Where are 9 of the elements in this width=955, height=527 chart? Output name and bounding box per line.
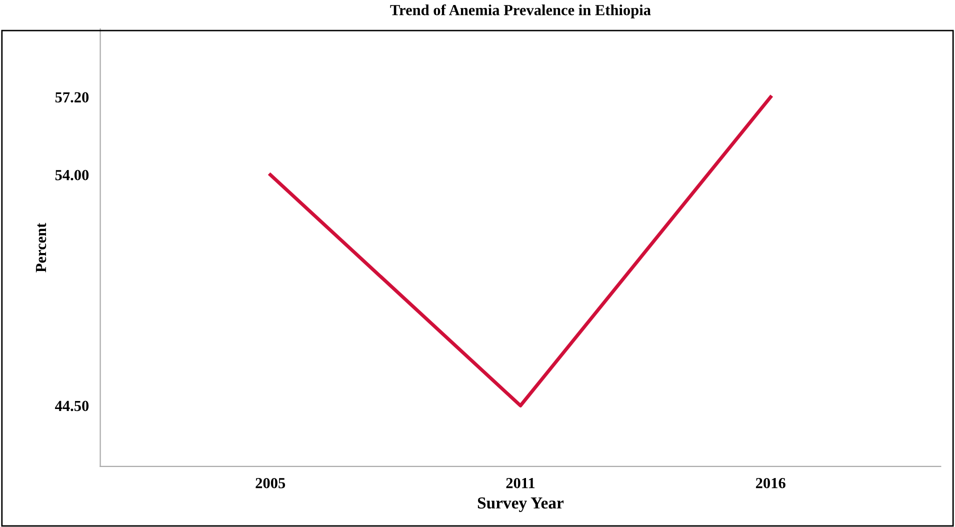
y-axis-title: Percent: [36, 222, 46, 272]
x-axis-title: Survey Year: [478, 497, 564, 512]
y-tick-label: 54.00: [55, 170, 89, 180]
x-tick-label: 2005: [256, 478, 286, 488]
chart-title: Trend of Anemia Prevalence in Ethiopia: [390, 4, 651, 18]
x-tick-label: 2011: [506, 478, 535, 488]
y-tick-label: 57.20: [55, 92, 89, 103]
x-tick-label: 2016: [756, 478, 786, 488]
y-tick-label: 44.50: [55, 400, 89, 412]
